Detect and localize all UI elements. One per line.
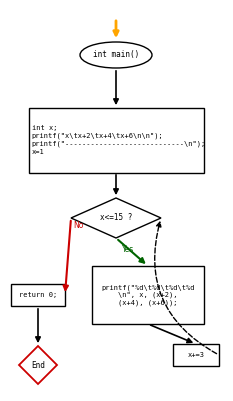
Text: int x;
printf("x\tx+2\tx+4\tx+6\n\n");
printf("----------------------------\n");: int x; printf("x\tx+2\tx+4\tx+6\n\n"); p… <box>31 125 206 155</box>
Text: No: No <box>73 221 83 231</box>
Bar <box>11 284 65 306</box>
Polygon shape <box>71 198 161 238</box>
Ellipse shape <box>80 42 152 68</box>
Text: return 0;: return 0; <box>19 292 57 298</box>
Text: Yes: Yes <box>122 245 134 255</box>
Bar <box>28 107 203 172</box>
Bar <box>92 266 204 324</box>
Text: printf("%d\t%d\t%d\t%d
\n", x, (x+2),
(x+4), (x+6));: printf("%d\t%d\t%d\t%d \n", x, (x+2), (x… <box>101 284 195 306</box>
FancyArrowPatch shape <box>155 222 216 354</box>
Text: x<=15 ?: x<=15 ? <box>100 213 132 223</box>
Text: End: End <box>31 360 45 369</box>
Text: x+=3: x+=3 <box>188 352 205 358</box>
Text: int main(): int main() <box>93 51 139 59</box>
Polygon shape <box>19 346 57 384</box>
Bar <box>173 344 219 366</box>
